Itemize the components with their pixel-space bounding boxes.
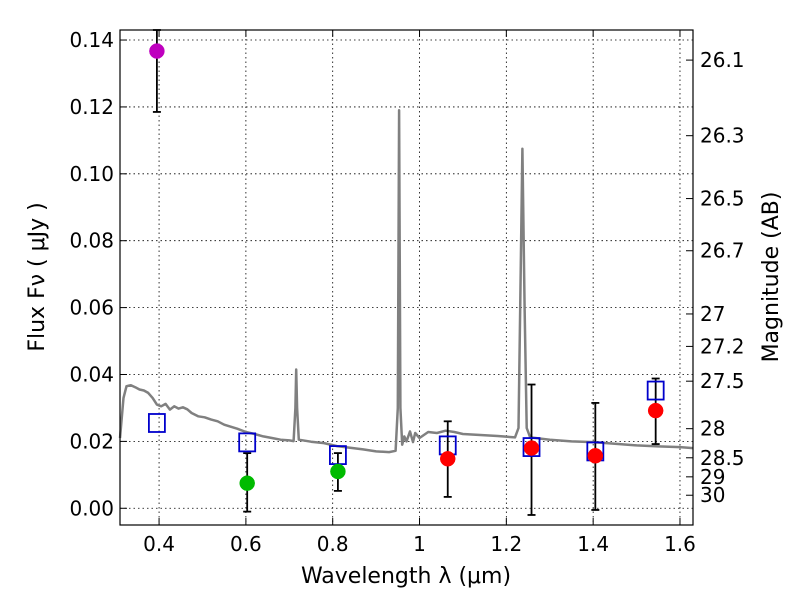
y-axis-label: Flux Fν ( μJy )	[25, 202, 50, 351]
mag-tick-label: 27.5	[700, 369, 745, 393]
square-marker	[238, 432, 257, 453]
y-tick-label: 0.14	[69, 28, 114, 52]
mag-tick-label: 28	[700, 417, 725, 441]
mag-tick-label: 27.2	[700, 334, 745, 358]
x-tick-label: 1.4	[577, 532, 609, 556]
mag-tick-label: 30	[700, 483, 725, 507]
x-axis-label: Wavelength λ (μm)	[301, 564, 511, 589]
mag-tick-label: 26.5	[700, 187, 745, 211]
x-tick-label: 1.2	[490, 532, 522, 556]
y-tick-label: 0.12	[69, 95, 114, 119]
data-markers	[147, 43, 665, 491]
y-tick-label: 0.04	[69, 362, 114, 386]
circle-marker	[647, 402, 664, 419]
x-tick-label: 1	[413, 532, 426, 556]
plot-frame	[119, 29, 694, 526]
mag-tick-label: 26.1	[700, 48, 745, 72]
square-marker	[522, 437, 541, 457]
circle-marker	[587, 448, 604, 464]
y-tick-label: 0.08	[69, 229, 114, 253]
grid-lines	[120, 30, 693, 525]
circle-marker	[523, 440, 540, 456]
model-spectrum-line	[118, 109, 694, 454]
x-tick-label: 0.6	[230, 532, 262, 556]
square-marker	[147, 413, 166, 433]
circle-marker	[239, 475, 255, 491]
model-spectrum-layer	[118, 109, 694, 454]
plot-area	[120, 30, 693, 525]
axis-ticks	[120, 30, 693, 525]
mag-tick-label: 27	[700, 302, 725, 326]
circle-marker	[439, 451, 456, 467]
x-tick-label: 1.6	[664, 532, 696, 556]
x-tick-label: 0.8	[317, 532, 349, 556]
circle-marker	[149, 43, 165, 59]
y-tick-label: 0.10	[69, 162, 114, 186]
y-tick-label: 0.00	[69, 496, 114, 520]
mag-tick-label: 26.3	[700, 124, 745, 148]
y2-axis-label: Magnitude (AB)	[759, 192, 784, 363]
y-tick-label: 0.02	[69, 429, 114, 453]
y-tick-label: 0.06	[69, 296, 114, 320]
square-marker	[646, 380, 665, 401]
circle-marker	[330, 463, 346, 480]
mag-tick-label: 26.7	[700, 239, 745, 263]
mag-tick-label: 29	[700, 465, 725, 489]
mag-tick-label: 28.5	[700, 446, 745, 470]
tick-labels: 0.4 0.6 0.8 1 1.2 1.4 1.6 0.00 0.02 0.04 0.06 0.08 0…	[69, 28, 744, 556]
x-tick-label: 0.4	[143, 532, 175, 556]
